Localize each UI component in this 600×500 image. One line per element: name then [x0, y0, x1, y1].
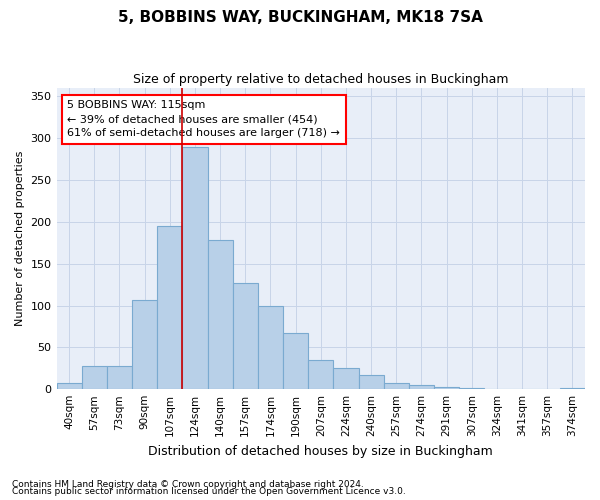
Bar: [409, 385, 434, 389]
Y-axis label: Number of detached properties: Number of detached properties: [15, 151, 25, 326]
Bar: [434, 386, 459, 389]
Bar: [182, 146, 208, 389]
Bar: [258, 306, 283, 389]
Bar: [308, 360, 334, 389]
Text: 5 BOBBINS WAY: 115sqm
← 39% of detached houses are smaller (454)
61% of semi-det: 5 BOBBINS WAY: 115sqm ← 39% of detached …: [67, 100, 340, 138]
Bar: [82, 366, 107, 389]
Text: Contains public sector information licensed under the Open Government Licence v3: Contains public sector information licen…: [12, 487, 406, 496]
Bar: [132, 300, 157, 389]
Bar: [383, 384, 409, 389]
Bar: [560, 388, 585, 389]
Bar: [157, 226, 182, 389]
Bar: [359, 375, 383, 389]
Bar: [233, 283, 258, 389]
Bar: [56, 384, 82, 389]
Title: Size of property relative to detached houses in Buckingham: Size of property relative to detached ho…: [133, 72, 509, 86]
Bar: [107, 366, 132, 389]
Text: Contains HM Land Registry data © Crown copyright and database right 2024.: Contains HM Land Registry data © Crown c…: [12, 480, 364, 489]
Text: 5, BOBBINS WAY, BUCKINGHAM, MK18 7SA: 5, BOBBINS WAY, BUCKINGHAM, MK18 7SA: [118, 10, 482, 25]
X-axis label: Distribution of detached houses by size in Buckingham: Distribution of detached houses by size …: [148, 444, 493, 458]
Bar: [208, 240, 233, 389]
Bar: [459, 388, 484, 389]
Bar: [283, 333, 308, 389]
Bar: [334, 368, 359, 389]
